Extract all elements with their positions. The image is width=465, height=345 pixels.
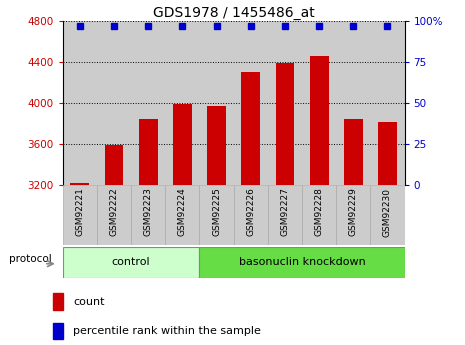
Bar (268, 21, 302, 185)
Bar (165, 21, 199, 185)
Bar (336, 185, 370, 245)
Bar (233, 21, 268, 185)
Text: GSM92230: GSM92230 (383, 188, 392, 237)
Bar (199, 247, 405, 278)
Bar (97, 21, 131, 185)
Bar (268, 185, 302, 245)
Bar (63, 185, 97, 245)
Bar (378, 122, 397, 185)
Bar (336, 21, 370, 185)
Bar (71, 183, 89, 185)
Text: GSM92223: GSM92223 (144, 188, 153, 236)
Text: basonuclin knockdown: basonuclin knockdown (239, 257, 365, 267)
Bar (97, 185, 131, 245)
Bar (310, 56, 328, 185)
Bar (131, 185, 165, 245)
Text: GSM92222: GSM92222 (110, 188, 119, 236)
Bar (53, 323, 63, 339)
Bar (63, 21, 97, 185)
Bar (139, 119, 158, 185)
Bar (53, 293, 63, 310)
Bar (344, 119, 363, 185)
Text: GSM92229: GSM92229 (349, 188, 358, 236)
Bar (173, 104, 192, 185)
Bar (370, 21, 405, 185)
Bar (233, 185, 268, 245)
Bar (276, 63, 294, 185)
Bar (63, 247, 199, 278)
Bar (199, 21, 233, 185)
Bar (370, 185, 405, 245)
Bar (207, 106, 226, 185)
Text: GSM92225: GSM92225 (212, 188, 221, 236)
Text: count: count (73, 297, 105, 307)
Bar (302, 185, 336, 245)
Text: protocol: protocol (9, 254, 52, 264)
Bar (105, 145, 123, 185)
Bar (302, 21, 336, 185)
Text: GSM92227: GSM92227 (280, 188, 289, 236)
Text: GSM92221: GSM92221 (75, 188, 84, 236)
Bar (199, 185, 233, 245)
Bar (131, 21, 165, 185)
Text: control: control (112, 257, 151, 267)
Text: GSM92226: GSM92226 (246, 188, 255, 236)
Text: percentile rank within the sample: percentile rank within the sample (73, 326, 261, 336)
Bar (241, 72, 260, 185)
Text: GSM92224: GSM92224 (178, 188, 187, 236)
Bar (165, 185, 199, 245)
Text: GSM92228: GSM92228 (315, 188, 324, 236)
Title: GDS1978 / 1455486_at: GDS1978 / 1455486_at (153, 6, 314, 20)
